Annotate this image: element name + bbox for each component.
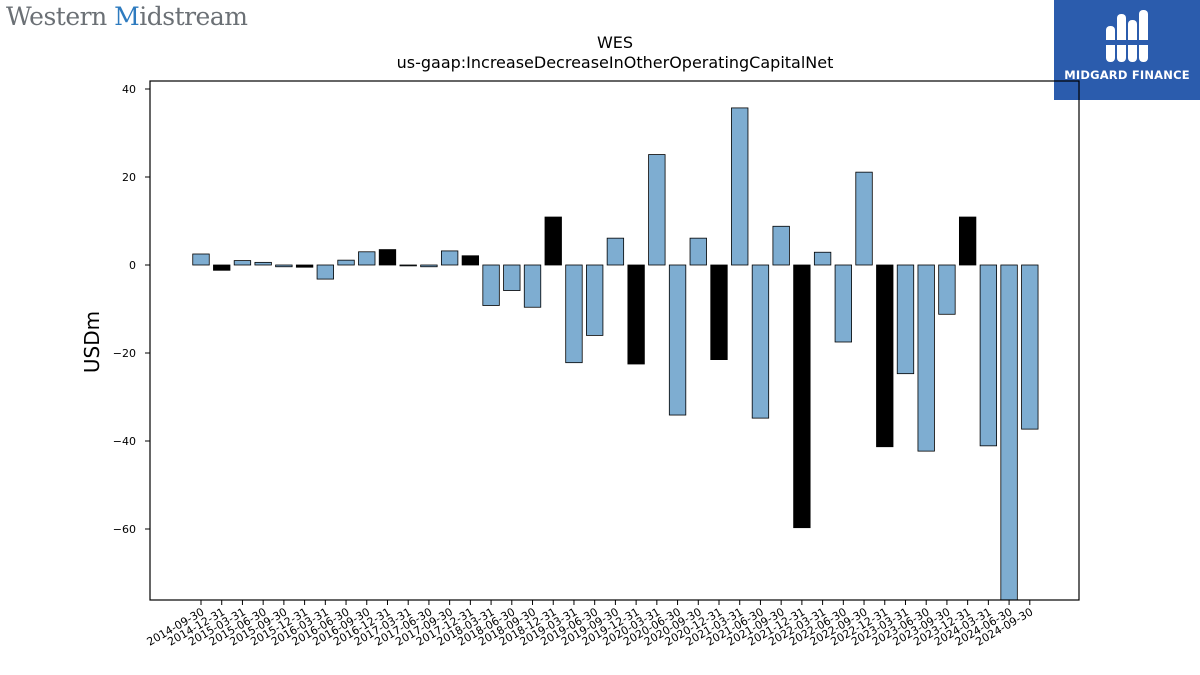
bar-2020-06-30: [668, 264, 687, 416]
y-ticks-group: 40 20 0 −20 −40 −60: [113, 83, 150, 536]
bar-2017-09-30: [440, 250, 459, 266]
bar-2023-09-30: [938, 264, 956, 315]
midgard-mark-icon: [1106, 10, 1148, 62]
bar-2015-09-30: [275, 264, 293, 268]
bar-2018-03-31: [482, 264, 500, 306]
bar-2023-03-31: [896, 264, 915, 375]
bar-2014-09-30: [192, 253, 210, 266]
bar-2015-12-31: [295, 264, 314, 268]
y-tick-label: −40: [113, 435, 136, 448]
midgard-finance-label: MIDGARD FINANCE: [1064, 68, 1190, 82]
bar-2022-03-31: [813, 251, 832, 266]
bar-2016-06-30: [337, 259, 355, 266]
bar-2016-09-30: [358, 251, 376, 266]
bar-2022-09-30: [855, 171, 873, 266]
chart-subtitle: us-gaap:IncreaseDecreaseInOtherOperating…: [397, 53, 834, 72]
y-tick-label: 40: [122, 83, 136, 96]
bar-2018-06-30: [503, 264, 521, 291]
bar-2024-03-31: [979, 264, 998, 447]
bar-2019-06-30: [586, 264, 604, 336]
y-tick-label: −60: [113, 523, 136, 536]
bar-2017-12-31: [461, 255, 480, 266]
bar-2015-06-30: [254, 261, 272, 266]
bar-2017-06-30: [420, 264, 438, 268]
bar-2022-06-30: [834, 264, 852, 343]
bar-2019-03-31: [565, 264, 583, 364]
x-ticks-group: 2014-09-302014-12-312015-03-312015-06-30…: [145, 600, 1035, 649]
bar-2014-12-31: [213, 264, 231, 271]
bar-2020-12-31: [710, 264, 728, 360]
bar-2019-09-30: [606, 237, 625, 266]
y-tick-label: 20: [122, 171, 136, 184]
bar-2022-12-31: [876, 264, 894, 448]
plot-frame: [149, 80, 1080, 601]
midgard-finance-logo: MIDGARD FINANCE: [1054, 0, 1200, 100]
bar-2020-03-31: [648, 154, 666, 266]
bar-2023-12-31: [958, 216, 977, 266]
bar-2021-09-30: [772, 225, 790, 266]
y-tick-label: 0: [129, 259, 136, 272]
y-axis-label: USDm: [80, 311, 104, 373]
bar-2024-09-30: [1021, 264, 1039, 430]
bar-2015-03-31: [233, 260, 252, 266]
bar-2017-03-31: [399, 264, 417, 267]
y-tick-label: −20: [113, 347, 136, 360]
bar-2023-06-30: [917, 264, 935, 452]
bar-2021-03-31: [731, 107, 749, 266]
bar-2016-03-31: [316, 264, 334, 280]
bar-2020-09-30: [689, 237, 707, 266]
chart-title: WES: [597, 33, 633, 52]
bar-2018-09-30: [523, 264, 542, 308]
bar-2021-06-30: [751, 264, 770, 419]
bar-2018-12-31: [544, 216, 562, 266]
bar-2024-06-30: [1000, 264, 1018, 601]
bar-2019-12-31: [627, 264, 645, 365]
bar-2021-12-31: [793, 264, 811, 529]
western-midstream-logo: Western Midstream: [6, 2, 248, 31]
bar-2016-12-31: [378, 249, 397, 266]
bars-group: [192, 107, 1039, 601]
